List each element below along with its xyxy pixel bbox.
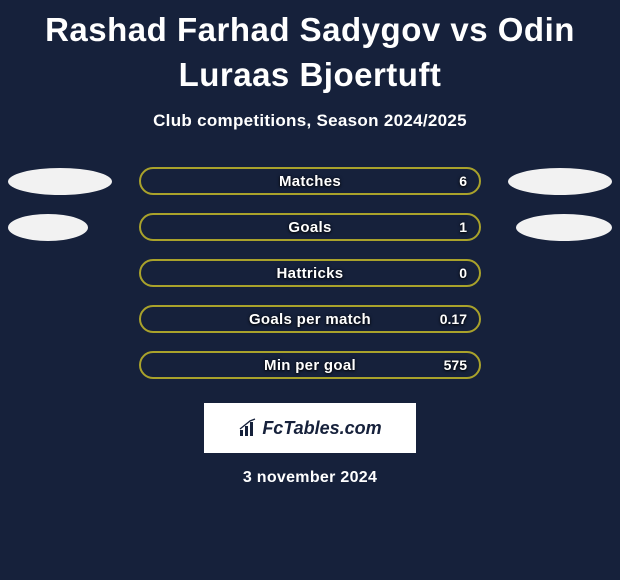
stat-row: Goals per match 0.17	[8, 305, 612, 333]
stat-row: Goals 1	[8, 213, 612, 241]
pill-wrap: Min per goal 575	[128, 351, 492, 379]
logo-text: FcTables.com	[262, 418, 381, 439]
page-title: Rashad Farhad Sadygov vs Odin Luraas Bjo…	[0, 0, 620, 97]
stat-value: 575	[444, 357, 467, 373]
stat-pill: Goals per match 0.17	[139, 305, 481, 333]
left-oval-slot	[8, 168, 128, 195]
logo-box: FcTables.com	[204, 403, 416, 453]
player-left-oval	[8, 168, 112, 195]
stat-pill: Hattricks 0	[139, 259, 481, 287]
player-right-oval	[516, 214, 612, 241]
stat-label: Hattricks	[277, 265, 344, 282]
pill-wrap: Matches 6	[128, 167, 492, 195]
left-oval-slot	[8, 214, 128, 241]
stat-pill: Min per goal 575	[139, 351, 481, 379]
stat-label: Matches	[279, 173, 341, 190]
subtitle: Club competitions, Season 2024/2025	[0, 111, 620, 131]
stat-rows: Matches 6 Goals 1 Hattricks 0 Goals per match 0…	[0, 167, 620, 379]
stat-value: 1	[459, 219, 467, 235]
stat-label: Goals per match	[249, 311, 371, 328]
stat-value: 0	[459, 265, 467, 281]
stat-row: Hattricks 0	[8, 259, 612, 287]
right-oval-slot	[492, 168, 612, 195]
player-right-oval	[508, 168, 612, 195]
stat-pill: Matches 6	[139, 167, 481, 195]
pill-wrap: Goals per match 0.17	[128, 305, 492, 333]
stat-value: 0.17	[440, 311, 467, 327]
stat-row: Min per goal 575	[8, 351, 612, 379]
bar-chart-icon	[238, 418, 258, 438]
stat-label: Min per goal	[264, 357, 356, 374]
stat-label: Goals	[288, 219, 331, 236]
stat-value: 6	[459, 173, 467, 189]
date-text: 3 november 2024	[0, 469, 620, 487]
player-left-oval	[8, 214, 88, 241]
right-oval-slot	[492, 214, 612, 241]
stat-pill: Goals 1	[139, 213, 481, 241]
pill-wrap: Goals 1	[128, 213, 492, 241]
stat-row: Matches 6	[8, 167, 612, 195]
pill-wrap: Hattricks 0	[128, 259, 492, 287]
